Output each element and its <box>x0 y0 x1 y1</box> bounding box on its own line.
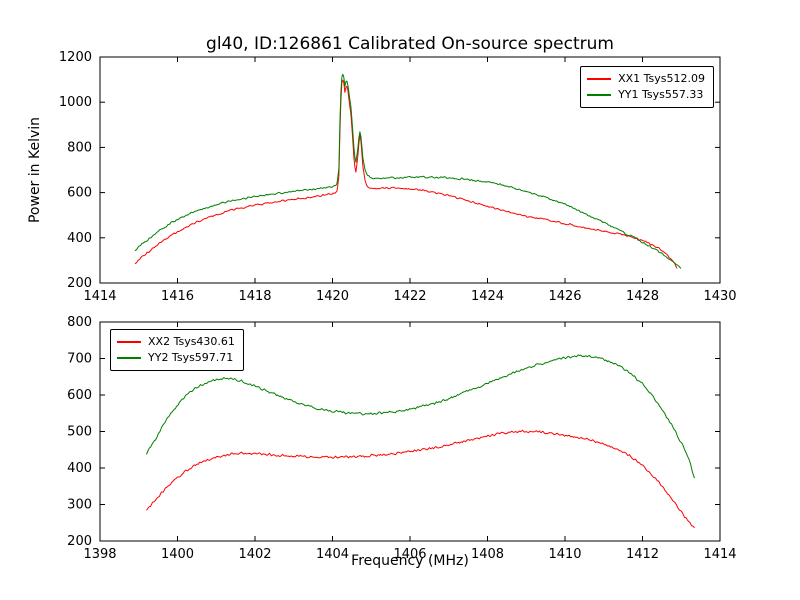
series-line-yy2 <box>146 354 695 479</box>
y-tick-label: 400 <box>67 461 92 476</box>
x-tick-label: 1404 <box>316 547 349 562</box>
series-line-xx2 <box>146 429 695 529</box>
y-tick-label: 800 <box>67 140 92 155</box>
x-tick-label: 1398 <box>83 547 116 562</box>
y-axis-label-container: Power in Kelvin <box>24 57 46 283</box>
x-tick-label: 1418 <box>238 289 271 304</box>
legend-entry-yy2: YY2 Tsys597.71 <box>117 350 235 366</box>
x-tick-label: 1414 <box>703 547 736 562</box>
x-tick-label: 1408 <box>471 547 504 562</box>
x-tick-label: 1410 <box>548 547 581 562</box>
y-tick-label: 500 <box>67 425 92 440</box>
x-tick-label: 1406 <box>393 547 426 562</box>
legend-label-xx2: XX2 Tsys430.61 <box>148 335 235 348</box>
series-line-yy1 <box>134 73 682 269</box>
xx2-line-swatch <box>117 341 141 343</box>
yy2-line-swatch <box>117 357 141 359</box>
x-axis-label: Frequency (MHz) <box>351 553 469 569</box>
x-tick-label: 1400 <box>161 547 194 562</box>
y-tick-label: 1000 <box>59 95 92 110</box>
y-tick-label: 400 <box>67 231 92 246</box>
x-tick-label: 1426 <box>548 289 581 304</box>
legend-entry-xx2: XX2 Tsys430.61 <box>117 334 235 350</box>
legend-top-plot: XX1 Tsys512.09 YY1 Tsys557.33 <box>580 66 714 108</box>
legend-entry-xx1: XX1 Tsys512.09 <box>587 71 705 87</box>
x-tick-label: 1412 <box>626 547 659 562</box>
x-tick-label: 1402 <box>238 547 271 562</box>
y-tick-label: 200 <box>67 276 92 291</box>
y-tick-label: 800 <box>67 315 92 330</box>
chart-title: gl40, ID:126861 Calibrated On-source spe… <box>206 34 614 54</box>
x-tick-label: 1416 <box>161 289 194 304</box>
x-tick-label: 1420 <box>316 289 349 304</box>
x-tick-label: 1430 <box>703 289 736 304</box>
x-tick-label: 1414 <box>83 289 116 304</box>
legend-label-yy1: YY1 Tsys557.33 <box>618 88 704 101</box>
y-tick-label: 1200 <box>59 50 92 65</box>
x-tick-label: 1428 <box>626 289 659 304</box>
y-axis-label: Power in Kelvin <box>27 116 43 224</box>
x-tick-label: 1424 <box>471 289 504 304</box>
legend-label-yy2: YY2 Tsys597.71 <box>148 351 234 364</box>
legend-entry-yy1: YY1 Tsys557.33 <box>587 87 705 103</box>
x-tick-label: 1422 <box>393 289 426 304</box>
xx1-line-swatch <box>587 78 612 80</box>
y-tick-label: 600 <box>67 388 92 403</box>
series-line-xx1 <box>134 79 678 269</box>
y-tick-label: 200 <box>67 534 92 549</box>
y-tick-label: 600 <box>67 186 92 201</box>
y-tick-label: 300 <box>67 498 92 513</box>
legend-label-xx1: XX1 Tsys512.09 <box>618 72 705 85</box>
y-tick-label: 700 <box>67 352 92 367</box>
yy1-line-swatch <box>587 94 612 96</box>
legend-bottom-plot: XX2 Tsys430.61 YY2 Tsys597.71 <box>110 329 244 371</box>
